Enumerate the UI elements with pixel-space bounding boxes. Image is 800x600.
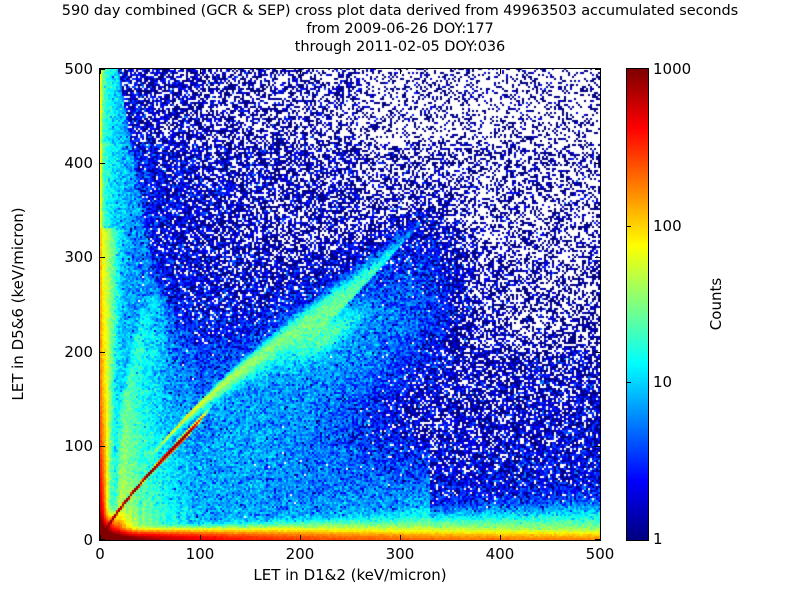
y-tick-label-200: 200	[64, 343, 93, 361]
y-tick-0-right	[595, 539, 600, 540]
title-line-2: from 2009-06-26 DOY:177	[306, 21, 494, 37]
x-tick-500-bottom	[600, 535, 601, 540]
y-tick-100-left	[100, 446, 105, 447]
y-tick-400-left	[100, 163, 105, 164]
y-axis-label: LET in D5&6 (keV/micron)	[9, 207, 27, 401]
y-tick-400-right	[595, 163, 600, 164]
y-tick-label-100: 100	[64, 437, 93, 455]
y-tick-300-left	[100, 257, 105, 258]
colorbar-tick-label-100: 100	[653, 217, 682, 235]
y-tick-0-left	[100, 539, 105, 540]
x-tick-label-400: 400	[485, 545, 515, 563]
y-tick-500-right	[595, 69, 600, 70]
colorbar-tick-label-1: 1	[653, 530, 663, 548]
x-tick-label-200: 200	[285, 545, 315, 563]
chart-title: 590 day combined (GCR & SEP) cross plot …	[0, 2, 800, 56]
y-tick-label-300: 300	[64, 248, 93, 266]
x-tick-label-300: 300	[385, 545, 415, 563]
x-tick-200-bottom	[300, 535, 301, 540]
x-tick-300-bottom	[400, 535, 401, 540]
x-tick-100-bottom	[200, 535, 201, 540]
x-tick-100-top	[200, 69, 201, 74]
colorbar	[626, 68, 649, 541]
let-cross-plot-heatmap	[100, 69, 600, 540]
x-tick-400-bottom	[500, 535, 501, 540]
x-tick-400-top	[500, 69, 501, 74]
colorbar-label: Counts	[707, 277, 725, 331]
x-tick-label-0: 0	[95, 545, 105, 563]
y-tick-label-400: 400	[64, 154, 93, 172]
y-tick-100-right	[595, 446, 600, 447]
y-tick-500-left	[100, 69, 105, 70]
title-line-1: 590 day combined (GCR & SEP) cross plot …	[61, 3, 739, 19]
y-tick-300-right	[595, 257, 600, 258]
x-tick-200-top	[300, 69, 301, 74]
y-tick-200-left	[100, 352, 105, 353]
x-tick-0-bottom	[100, 535, 101, 540]
colorbar-gradient	[627, 69, 648, 540]
x-tick-0-top	[100, 69, 101, 74]
plot-area	[99, 68, 601, 541]
colorbar-tick-100	[627, 226, 631, 227]
y-tick-label-0: 0	[83, 531, 93, 549]
y-tick-label-500: 500	[64, 60, 93, 78]
colorbar-tick-label-1000: 1000	[653, 60, 692, 78]
x-tick-300-top	[400, 69, 401, 74]
title-line-3: through 2011-02-05 DOY:036	[294, 39, 506, 55]
x-tick-500-top	[600, 69, 601, 74]
x-axis-label: LET in D1&2 (keV/micron)	[253, 566, 447, 584]
y-tick-200-right	[595, 352, 600, 353]
x-tick-label-100: 100	[185, 545, 215, 563]
colorbar-tick-label-10: 10	[653, 373, 673, 391]
x-tick-label-500: 500	[585, 545, 615, 563]
colorbar-tick-10	[627, 382, 631, 383]
